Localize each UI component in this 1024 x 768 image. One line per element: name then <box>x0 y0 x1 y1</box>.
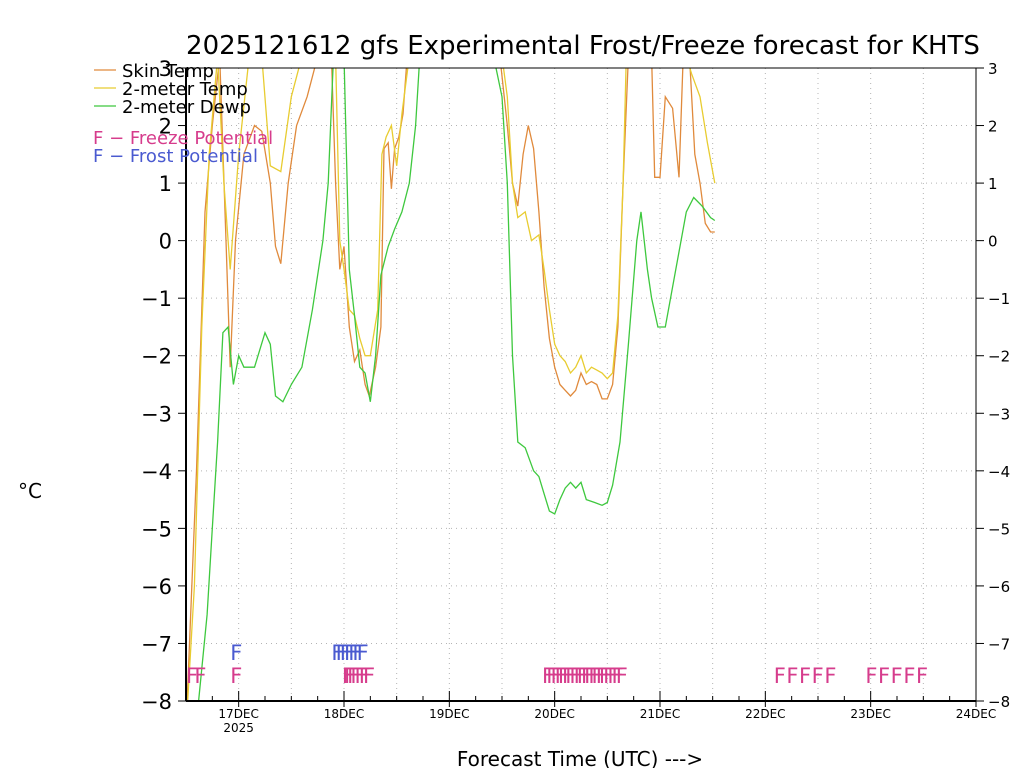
y-tick-label-right: −5 <box>988 520 1010 538</box>
frost-marker: F <box>348 641 360 665</box>
freeze-marker: F <box>344 664 356 688</box>
freeze-marker: F <box>916 664 928 688</box>
y-tick-label-right: −1 <box>988 290 1010 308</box>
y-tick-label-right: 1 <box>988 175 998 193</box>
freeze-marker: F <box>555 664 567 688</box>
freeze-marker: F <box>865 664 877 688</box>
frost-marker: F <box>230 641 242 665</box>
y-tick-label-right: −2 <box>988 348 1010 366</box>
freeze-marker: F <box>774 664 786 688</box>
chart-title: 2025121612 gfs Experimental Frost/Freeze… <box>186 31 980 61</box>
freeze-marker: F <box>565 664 577 688</box>
freeze-marker: F <box>574 664 586 688</box>
freeze-marker: F <box>550 664 562 688</box>
y-tick-label-left: −8 <box>141 690 172 714</box>
y-axis-label: °C <box>18 479 42 503</box>
freeze-marker: F <box>596 664 608 688</box>
axis-layer: 3 3 2 2 1 1 0 0 −1 −1 −2 −2 −3 −3 −4 −4 −5 −5 −6 −6 −7 −7 −8 −8… <box>141 57 1010 735</box>
freeze-marker: F <box>786 664 798 688</box>
freeze-marker: F <box>355 664 367 688</box>
x-tick-label: 19DEC <box>429 707 469 721</box>
y-tick-label-right: −3 <box>988 405 1010 423</box>
freeze-marker: F <box>350 664 362 688</box>
y-tick-label-left: −2 <box>141 345 172 369</box>
legend-label: Skin Temp <box>122 61 214 82</box>
freeze-marker: F <box>359 664 371 688</box>
freeze-marker: F <box>612 664 624 688</box>
frost-marker: F <box>340 641 352 665</box>
x-tick-label: 17DEC <box>218 707 258 721</box>
frost-marker: F <box>331 641 343 665</box>
freeze-marker: F <box>342 664 354 688</box>
potential-legend-item: F − Freeze Potential <box>93 128 273 149</box>
freeze-marker: F <box>812 664 824 688</box>
freeze-marker: F <box>569 664 581 688</box>
grid-layer <box>186 68 976 701</box>
freeze-marker: F <box>616 664 628 688</box>
freeze-marker: F <box>603 664 615 688</box>
series-line-2-meter-dewp <box>197 68 716 701</box>
x-tick-label: 21DEC <box>640 707 680 721</box>
y-tick-label-right: −7 <box>988 635 1010 653</box>
x-tick-label: 18DEC <box>324 707 364 721</box>
x-tick-label: 20DEC <box>534 707 574 721</box>
freeze-marker: F <box>562 664 574 688</box>
freeze-marker: F <box>542 664 554 688</box>
x-tick-label: 22DEC <box>745 707 785 721</box>
x-tick-label: 23DEC <box>850 707 890 721</box>
frost-marker: F <box>357 641 369 665</box>
x-axis-label: Forecast Time (UTC) ---> <box>457 747 703 768</box>
potential-legend-item: F − Frost Potential <box>93 146 258 167</box>
y-tick-label-left: −5 <box>141 517 172 541</box>
y-tick-label-left: 2 <box>159 115 172 139</box>
freeze-marker: F <box>607 664 619 688</box>
freeze-marker: F <box>581 664 593 688</box>
y-tick-label-left: −3 <box>141 402 172 426</box>
y-tick-label-right: −8 <box>988 693 1010 711</box>
freeze-marker: F <box>588 664 600 688</box>
y-tick-label-right: 0 <box>988 233 998 251</box>
freeze-marker: F <box>347 664 359 688</box>
freeze-marker: F <box>546 664 558 688</box>
freeze-marker: F <box>799 664 811 688</box>
y-tick-label-left: 1 <box>159 172 172 196</box>
freeze-marker: F <box>186 664 198 688</box>
y-tick-label-left: −1 <box>141 287 172 311</box>
frost-marker: F <box>352 641 364 665</box>
freeze-marker: F <box>903 664 915 688</box>
freeze-marker: F <box>363 664 375 688</box>
frost-marker: F <box>344 641 356 665</box>
freeze-marker: F <box>599 664 611 688</box>
y-tick-label-left: 0 <box>159 230 172 254</box>
x-tick-sublabel: 2025 <box>223 721 254 735</box>
freeze-marker: F <box>558 664 570 688</box>
y-tick-label-right: −4 <box>988 463 1010 481</box>
y-tick-label-left: −6 <box>141 575 172 599</box>
series-line-skin-temp <box>186 68 715 701</box>
y-tick-label-left: −7 <box>141 632 172 656</box>
x-tick-label: 24DEC <box>956 707 996 721</box>
y-tick-label-right: 3 <box>988 60 998 78</box>
series-line-2-meter-temp <box>187 68 716 701</box>
freeze-marker: F <box>891 664 903 688</box>
freeze-marker: F <box>878 664 890 688</box>
freeze-marker: F <box>584 664 596 688</box>
freeze-marker: F <box>230 664 242 688</box>
freeze-marker: F <box>592 664 604 688</box>
y-tick-label-right: −6 <box>988 578 1010 596</box>
y-tick-label-left: 3 <box>159 57 172 81</box>
freeze-marker: F <box>577 664 589 688</box>
legend-label: 2-meter Dewp <box>122 97 251 118</box>
frost-marker: F <box>336 641 348 665</box>
freeze-marker: F <box>194 664 206 688</box>
y-tick-label-left: −4 <box>141 460 172 484</box>
freeze-marker: F <box>824 664 836 688</box>
legend-label: 2-meter Temp <box>122 79 248 100</box>
series-layer <box>186 68 716 701</box>
y-tick-label-right: 2 <box>988 118 998 136</box>
